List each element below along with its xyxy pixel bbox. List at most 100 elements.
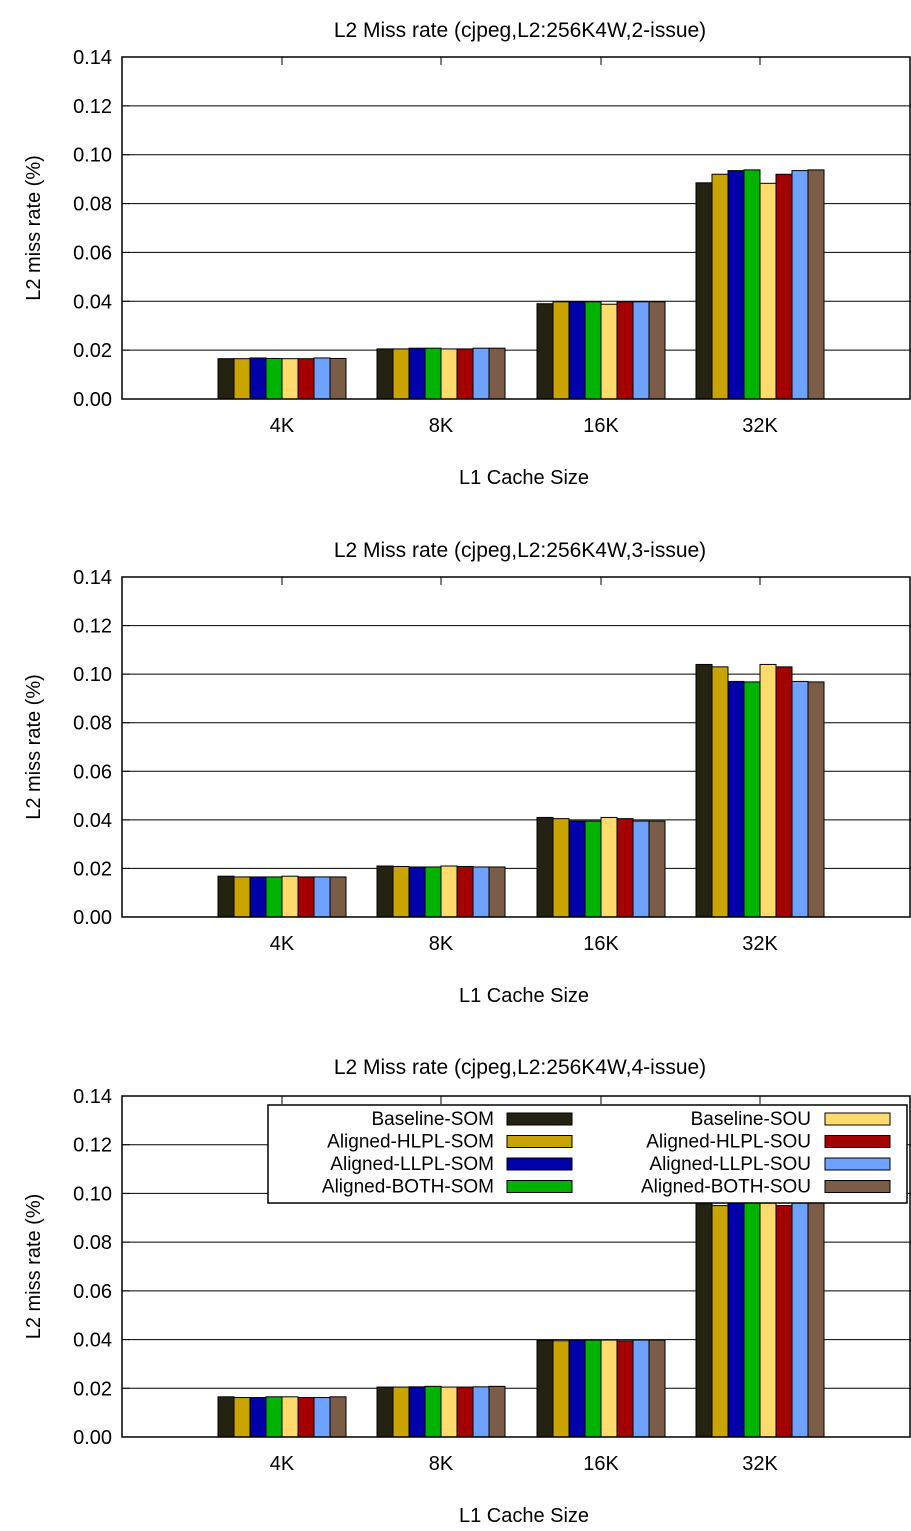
chart-panel-3: 0.00 0.02 0.04 0.06 0.08 0.10 0.12 0.14 4K 8K 16K 3… <box>23 1056 911 1527</box>
bar-aligned-both-som-4k <box>265 357 283 400</box>
x-tick-label: 32K <box>742 415 778 437</box>
bar-aligned-llpl-som-16k <box>568 820 586 918</box>
y-axis-label: L2 miss rate (%) <box>23 155 45 301</box>
x-tick-label: 4K <box>270 415 295 437</box>
bar-aligned-hlpl-sou-4k <box>297 876 315 918</box>
bar-aligned-hlpl-som-32k <box>711 666 729 918</box>
bar-baseline-som-4k <box>217 1396 235 1438</box>
bar-aligned-both-som-16k <box>584 1339 602 1438</box>
bar-baseline-som-32k <box>695 1202 713 1438</box>
bar-aligned-hlpl-sou-4k <box>297 358 315 400</box>
y-tick-label: 0.10 <box>73 145 112 167</box>
bar-aligned-both-som-4k <box>265 876 283 918</box>
legend-swatch <box>824 1180 891 1193</box>
bar-baseline-sou-16k <box>600 1339 618 1438</box>
x-axis-label: L1 Cache Size <box>459 467 589 489</box>
bar-aligned-llpl-som-8k <box>408 347 426 400</box>
bar-baseline-som-16k <box>536 816 554 918</box>
legend-label: Baseline-SOU <box>691 1109 811 1130</box>
bar-aligned-both-som-8k <box>424 866 442 918</box>
bar-aligned-hlpl-som-4k <box>233 876 251 918</box>
legend-label: Aligned-LLPL-SOU <box>649 1154 811 1175</box>
y-tick-label: 0.14 <box>73 1086 112 1108</box>
bar-aligned-hlpl-sou-8k <box>456 348 474 400</box>
bar-aligned-both-som-8k <box>424 1385 442 1438</box>
legend-swatch <box>824 1112 891 1126</box>
bar-aligned-llpl-som-8k <box>408 866 426 918</box>
bar-aligned-both-som-32k <box>743 1200 761 1438</box>
chart-panel-2: 0.00 0.02 0.04 0.06 0.08 0.10 0.12 0.14 4K 8K 16K 3… <box>23 539 911 1007</box>
bar-aligned-hlpl-som-16k <box>552 818 570 918</box>
bar-aligned-both-som-16k <box>584 820 602 918</box>
y-axis-label: L2 miss rate (%) <box>23 1194 45 1340</box>
bar-baseline-sou-8k <box>440 1386 458 1438</box>
bar-baseline-sou-32k <box>759 1202 777 1438</box>
y-tick-label: 0.06 <box>73 761 112 783</box>
bar-aligned-llpl-sou-16k <box>632 820 650 918</box>
y-tick-label: 0.02 <box>73 1378 112 1400</box>
bar-baseline-sou-4k <box>281 875 299 918</box>
bar-aligned-hlpl-sou-32k <box>775 173 793 400</box>
y-tick-label: 0.02 <box>73 858 112 880</box>
chart-title: L2 Miss rate (cjpeg,L2:256K4W,3-issue) <box>334 539 706 562</box>
bar-aligned-both-sou-4k <box>329 876 347 918</box>
y-tick-label: 0.14 <box>73 47 112 69</box>
bar-aligned-both-sou-8k <box>488 1385 506 1438</box>
bar-aligned-hlpl-sou-32k <box>775 1205 793 1438</box>
bar-aligned-llpl-sou-8k <box>472 1386 490 1438</box>
bar-aligned-llpl-som-4k <box>249 876 267 918</box>
bar-aligned-llpl-sou-4k <box>313 876 331 918</box>
x-axis-label: L1 Cache Size <box>459 985 589 1007</box>
legend-swatch <box>506 1112 573 1126</box>
bar-aligned-both-sou-16k <box>648 1339 666 1438</box>
bar-aligned-hlpl-sou-8k <box>456 865 474 918</box>
x-tick-label: 8K <box>429 415 454 437</box>
bar-baseline-som-16k <box>536 303 554 400</box>
bar-aligned-llpl-sou-4k <box>313 1397 331 1438</box>
chart-panel-1: 0.00 0.02 0.04 0.06 0.08 0.10 0.12 0.14 4K 8K 16K 3… <box>23 19 911 489</box>
x-tick-label: 32K <box>742 1453 778 1475</box>
bar-aligned-hlpl-sou-16k <box>616 1340 634 1438</box>
x-tick-label: 4K <box>270 933 295 955</box>
bar-aligned-llpl-sou-32k <box>791 170 809 400</box>
bar-baseline-sou-4k <box>281 358 299 400</box>
bar-baseline-sou-16k <box>600 303 618 400</box>
bar-baseline-sou-32k <box>759 182 777 400</box>
legend-label: Aligned-BOTH-SOM <box>322 1177 494 1198</box>
x-axis-label: L1 Cache Size <box>459 1505 589 1526</box>
bar-aligned-hlpl-som-8k <box>392 348 410 400</box>
bar-aligned-llpl-sou-16k <box>632 1339 650 1438</box>
bar-aligned-hlpl-sou-4k <box>297 1397 315 1438</box>
y-tick-label: 0.12 <box>73 96 112 118</box>
bar-baseline-som-8k <box>376 1386 394 1438</box>
bar-baseline-sou-4k <box>281 1396 299 1438</box>
legend: Baseline-SOMAligned-HLPL-SOMAligned-LLPL… <box>267 1104 908 1204</box>
bar-aligned-llpl-som-8k <box>408 1386 426 1438</box>
bar-aligned-llpl-som-32k <box>727 680 745 918</box>
bar-aligned-both-sou-32k <box>807 1200 825 1438</box>
y-tick-label: 0.12 <box>73 616 112 638</box>
bar-aligned-llpl-sou-8k <box>472 866 490 918</box>
y-tick-label: 0.08 <box>73 1232 112 1254</box>
bar-aligned-llpl-som-16k <box>568 301 586 400</box>
y-tick-label: 0.14 <box>73 567 112 589</box>
bar-aligned-llpl-sou-8k <box>472 347 490 400</box>
bar-aligned-hlpl-sou-16k <box>616 818 634 918</box>
x-tick-label: 16K <box>583 1453 619 1475</box>
legend-label: Aligned-HLPL-SOU <box>646 1132 811 1153</box>
y-tick-label: 0.12 <box>73 1135 112 1157</box>
bar-aligned-llpl-som-32k <box>727 1201 745 1438</box>
bar-aligned-both-som-4k <box>265 1396 283 1438</box>
bar-aligned-hlpl-som-4k <box>233 1397 251 1438</box>
legend-label: Aligned-LLPL-SOM <box>330 1154 494 1175</box>
x-tick-label: 16K <box>583 933 619 955</box>
bar-aligned-hlpl-som-8k <box>392 865 410 918</box>
y-tick-label: 0.04 <box>73 1330 112 1352</box>
y-tick-label: 0.04 <box>73 810 112 832</box>
y-tick-label: 0.02 <box>73 340 112 362</box>
x-tick-label: 16K <box>583 415 619 437</box>
y-tick-label: 0.00 <box>73 907 112 929</box>
bar-aligned-both-som-8k <box>424 347 442 400</box>
